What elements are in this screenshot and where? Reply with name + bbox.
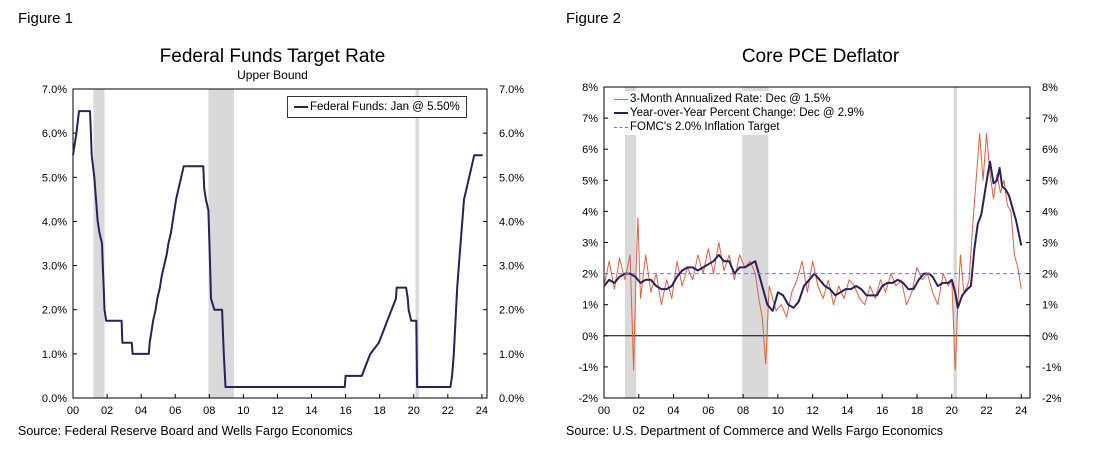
y-tick-label-right: 6%: [1042, 144, 1058, 156]
legend-label: 3-Month Annualized Rate: Dec @ 1.5%: [630, 93, 831, 105]
y-tick-label-right: 0%: [1042, 331, 1058, 343]
recession-band: [953, 87, 957, 398]
y-tick-label-left: 3.0%: [42, 261, 67, 273]
figure-2-panel: Figure 2 Core PCE Deflator -2% -2% -1% -1% 0…: [548, 0, 1093, 450]
x-tick-label: 24: [476, 405, 488, 417]
y-tick-label-left: 4%: [582, 206, 598, 218]
y-tick-label-left: 2.0%: [42, 305, 67, 317]
figure-label: Figure 1: [18, 10, 74, 27]
legend-label: Year-over-Year Percent Change: Dec @ 2.9…: [630, 107, 864, 119]
y-tick-label-right: -2%: [1042, 393, 1062, 405]
chart-title: Core PCE Deflator: [741, 46, 900, 67]
series-line-main: [603, 160, 1023, 312]
y-tick-label-right: 4%: [1042, 206, 1058, 218]
x-tick-label: 10: [772, 405, 784, 417]
recession-band: [624, 87, 637, 398]
x-tick-label: 14: [305, 405, 317, 417]
legend-entry: FOMC's 2.0% Inflation Target: [614, 120, 864, 134]
y-tick-label-left: 4.0%: [42, 216, 67, 228]
x-tick-label: 08: [737, 405, 749, 417]
x-tick-label: 12: [271, 405, 283, 417]
x-tick-label: 04: [135, 405, 147, 417]
y-tick-label-right: 7%: [1042, 113, 1058, 125]
y-tick-label-right: 2%: [1042, 269, 1058, 281]
x-tick-label: 06: [702, 405, 714, 417]
legend-entry: Federal Funds: Jan @ 5.50%: [294, 100, 460, 114]
y-tick-label-right: 8%: [1042, 82, 1058, 94]
y-tick-label-left: -1%: [578, 362, 598, 374]
plot-frame: [72, 88, 488, 399]
x-tick-label: 18: [374, 405, 386, 417]
y-tick-label-right: 3%: [1042, 238, 1058, 250]
series-line-main: [72, 110, 483, 388]
x-tick-label: 22: [442, 405, 454, 417]
chart-legend: 3-Month Annualized Rate: Dec @ 1.5% Year…: [610, 91, 868, 135]
x-tick-label: 18: [911, 405, 923, 417]
y-tick-label-right: 4.0%: [499, 216, 524, 228]
y-tick-label-right: 3.0%: [499, 261, 524, 273]
legend-label: FOMC's 2.0% Inflation Target: [630, 121, 780, 133]
y-tick-label-left: 6%: [582, 144, 598, 156]
fed-funds-chart: 0.0% 0.0% 1.0% 1.0% 2.0% 2.0% 3.0% 3.0% 4.0% 4.0%…: [42, 84, 524, 417]
y-tick-label-right: 5.0%: [499, 172, 524, 184]
y-tick-label-left: 1.0%: [42, 349, 67, 361]
y-tick-label-right: 6.0%: [499, 128, 524, 140]
x-tick-label: 20: [408, 405, 420, 417]
x-tick-label: 04: [667, 405, 679, 417]
y-tick-label-left: 8%: [582, 82, 598, 94]
chart-title: Federal Funds Target Rate: [159, 46, 386, 67]
y-tick-label-left: 3%: [582, 238, 598, 250]
chart-legend: Federal Funds: Jan @ 5.50%: [287, 96, 467, 118]
y-tick-label-right: -1%: [1042, 362, 1062, 374]
recession-band: [208, 89, 234, 398]
x-tick-label: 00: [67, 405, 79, 417]
y-tick-label-left: 0.0%: [42, 393, 67, 405]
y-tick-label-right: 1.0%: [499, 349, 524, 361]
legend-swatch: [614, 112, 628, 114]
x-tick-label: 02: [101, 405, 113, 417]
x-tick-label: 12: [807, 405, 819, 417]
y-tick-label-left: 5%: [582, 175, 598, 187]
x-tick-label: 02: [633, 405, 645, 417]
source-note: Source: Federal Reserve Board and Wells …: [18, 424, 353, 438]
x-tick-label: 06: [169, 405, 181, 417]
x-tick-label: 00: [598, 405, 610, 417]
x-tick-label: 20: [946, 405, 958, 417]
recession-band: [415, 89, 419, 398]
chart-subtitle: Upper Bound: [237, 68, 308, 82]
legend-swatch: [294, 106, 308, 108]
legend-swatch: [614, 126, 628, 128]
y-tick-label-left: 5.0%: [42, 172, 67, 184]
x-tick-label: 14: [841, 405, 853, 417]
x-tick-label: 16: [876, 405, 888, 417]
y-tick-label-right: 1%: [1042, 300, 1058, 312]
recession-band: [93, 89, 105, 398]
x-tick-label: 10: [237, 405, 249, 417]
y-tick-label-left: -2%: [578, 393, 598, 405]
y-tick-label-left: 0%: [582, 331, 598, 343]
x-tick-label: 24: [1015, 405, 1027, 417]
x-tick-label: 16: [339, 405, 351, 417]
y-tick-label-right: 7.0%: [499, 84, 524, 96]
legend-entry: 3-Month Annualized Rate: Dec @ 1.5%: [614, 92, 864, 106]
y-tick-label-left: 2%: [582, 269, 598, 281]
figure-1-panel: Figure 1 Federal Funds Target Rate Upper…: [0, 0, 545, 450]
legend-swatch: [614, 98, 628, 100]
y-tick-label-left: 1%: [582, 300, 598, 312]
y-tick-label-left: 7%: [582, 113, 598, 125]
y-tick-label-right: 5%: [1042, 175, 1058, 187]
y-tick-label-left: 6.0%: [42, 128, 67, 140]
y-tick-label-right: 0.0%: [499, 393, 524, 405]
source-note: Source: U.S. Department of Commerce and …: [566, 424, 943, 438]
legend-label: Federal Funds: Jan @ 5.50%: [310, 101, 460, 113]
y-tick-label-left: 7.0%: [42, 84, 67, 96]
x-tick-label: 08: [203, 405, 215, 417]
y-tick-label-right: 2.0%: [499, 305, 524, 317]
x-tick-label: 22: [980, 405, 992, 417]
series-line-3m-annualized: [603, 133, 1022, 371]
figure-label: Figure 2: [566, 10, 622, 27]
legend-entry: Year-over-Year Percent Change: Dec @ 2.9…: [614, 106, 864, 120]
core-pce-chart: -2% -2% -1% -1% 0% 0% 1% 1% 2% 2% 3% 3% 4% 4% 5% 5% 6% 6%…: [578, 82, 1062, 417]
